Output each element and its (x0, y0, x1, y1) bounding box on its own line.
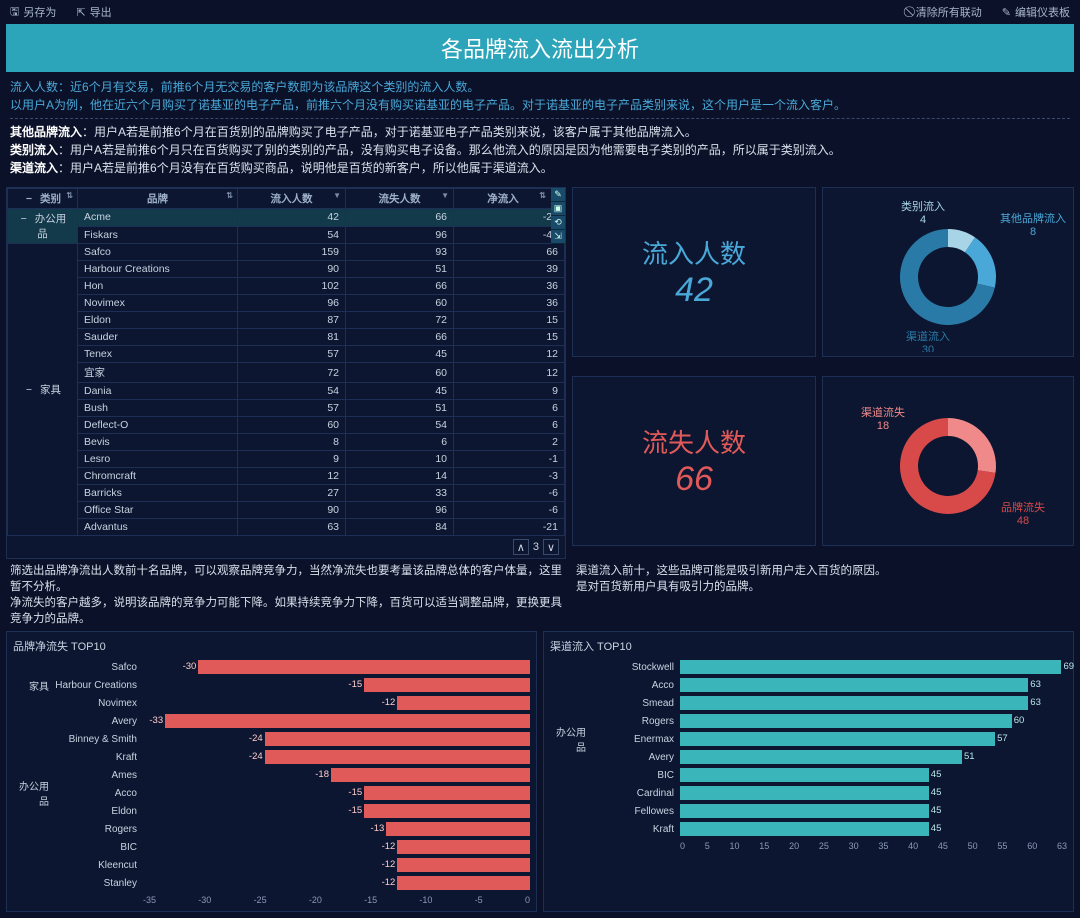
note-left: 筛选出品牌净流出人数前十名品牌，可以观察品牌竞争力，当然净流失也要考量该品牌总体… (10, 563, 570, 627)
export-button[interactable]: ⇱导出 (76, 3, 111, 22)
channel-inflow-chart: Stockwell69Acco63Smead63Rogers60办公用品Ener… (550, 658, 1067, 851)
table-row[interactable]: Eldon877215 (8, 312, 565, 329)
table-row[interactable]: Dania54459 (8, 383, 565, 400)
channel-inflow-chart-panel: 渠道流入 TOP10 Stockwell69Acco63Smead63Roger… (543, 631, 1074, 912)
svg-text:18: 18 (877, 420, 889, 432)
tool-export-icon[interactable]: ⇲ (551, 230, 565, 244)
table-row[interactable]: Harbour Creations905139 (8, 261, 565, 278)
table-row[interactable]: Sauder816615 (8, 329, 565, 346)
tool-link-icon[interactable]: ⟲ (551, 216, 565, 230)
table-row[interactable]: Chromcraft1214-3 (8, 468, 565, 485)
export-icon: ⇱ (76, 6, 85, 19)
chart-right-title: 渠道流入 TOP10 (550, 638, 1067, 654)
table-row[interactable]: 宜家726012 (8, 363, 565, 383)
outflow-donut-chart: 渠道流失18 品牌流失48 (823, 381, 1073, 541)
inflow-donut-chart: 类别流入4 其他品牌流入8 渠道流入30 (823, 192, 1073, 352)
inflow-donut-panel: 类别流入4 其他品牌流入8 渠道流入30 (822, 187, 1074, 357)
svg-text:渠道流失: 渠道流失 (861, 405, 905, 419)
svg-text:30: 30 (922, 344, 934, 352)
outflow-donut-panel: 渠道流失18 品牌流失48 (822, 376, 1074, 546)
inflow-label: 流入人数 (642, 234, 746, 271)
net-outflow-chart: Safco-30家具Harbour Creations-15Novimex-12… (13, 658, 530, 905)
svg-text:类别流入: 类别流入 (901, 199, 945, 213)
table-row[interactable]: Bush57516 (8, 400, 565, 417)
table-row[interactable]: Barricks2733-6 (8, 485, 565, 502)
inflow-metric-panel: 流入人数 42 (572, 187, 816, 357)
note-right: 渠道流入前十，这些品牌可能是吸引新用户走入百货的原因。 是对百货新用户具有吸引力… (576, 563, 1070, 627)
table-row[interactable]: Deflect-O60546 (8, 417, 565, 434)
table-row[interactable]: Bevis862 (8, 434, 565, 451)
outflow-metric-panel: 流失人数 66 (572, 376, 816, 546)
page-title: 各品牌流入流出分析 (6, 24, 1074, 72)
table-row[interactable]: Lesro910-1 (8, 451, 565, 468)
table-row[interactable]: −办公用品Acme4266-24 (8, 209, 565, 227)
pager: ∧ 3 ∨ (7, 536, 565, 558)
table-row[interactable]: Fiskars5496-42 (8, 226, 565, 244)
outflow-label: 流失人数 (642, 423, 746, 460)
outflow-value: 66 (675, 460, 713, 499)
table-row[interactable]: −家具Safco1599366 (8, 244, 565, 261)
svg-text:48: 48 (1017, 515, 1029, 527)
clear-link-button[interactable]: ⃠清除所有联动 (912, 4, 982, 20)
topbar: 🖫另存为 ⇱导出 ⃠清除所有联动 ✎编辑仪表板 (0, 0, 1080, 24)
svg-text:品牌流失: 品牌流失 (1001, 500, 1045, 514)
edit-dashboard-button[interactable]: ✎编辑仪表板 (1002, 4, 1070, 20)
table-row[interactable]: Novimex966036 (8, 295, 565, 312)
description-block: 流入人数：近6个月有交易，前推6个月无交易的客户数即为该品牌这个类别的流入人数。… (0, 72, 1080, 183)
table-row[interactable]: Tenex574512 (8, 346, 565, 363)
svg-text:8: 8 (1030, 226, 1036, 238)
net-outflow-chart-panel: 品牌净流失 TOP10 Safco-30家具Harbour Creations-… (6, 631, 537, 912)
inflow-value: 42 (675, 271, 713, 310)
table-row[interactable]: Hon1026636 (8, 278, 565, 295)
table-row[interactable]: Office Star9096-6 (8, 502, 565, 519)
chart-left-title: 品牌净流失 TOP10 (13, 638, 530, 654)
table-row[interactable]: Advantus6384-21 (8, 519, 565, 536)
page-prev-button[interactable]: ∧ (513, 539, 529, 555)
save-icon: 🖫 (10, 3, 19, 22)
data-table-panel: ✎ ▣ ⟲ ⇲ −类别⇅ 品牌⇅ 流入人数▼ 流失人数▼ 净流入⇅ −办公用品A… (6, 187, 566, 559)
page-next-button[interactable]: ∨ (543, 539, 559, 555)
svg-text:渠道流入: 渠道流入 (906, 329, 950, 343)
edit-icon: ✎ (1002, 6, 1011, 19)
svg-text:4: 4 (920, 214, 926, 226)
save-as-button[interactable]: 🖫另存为 (10, 3, 56, 22)
svg-text:其他品牌流入: 其他品牌流入 (1000, 211, 1066, 225)
data-table[interactable]: −类别⇅ 品牌⇅ 流入人数▼ 流失人数▼ 净流入⇅ −办公用品Acme4266-… (7, 188, 565, 536)
page-number: 3 (533, 541, 539, 553)
